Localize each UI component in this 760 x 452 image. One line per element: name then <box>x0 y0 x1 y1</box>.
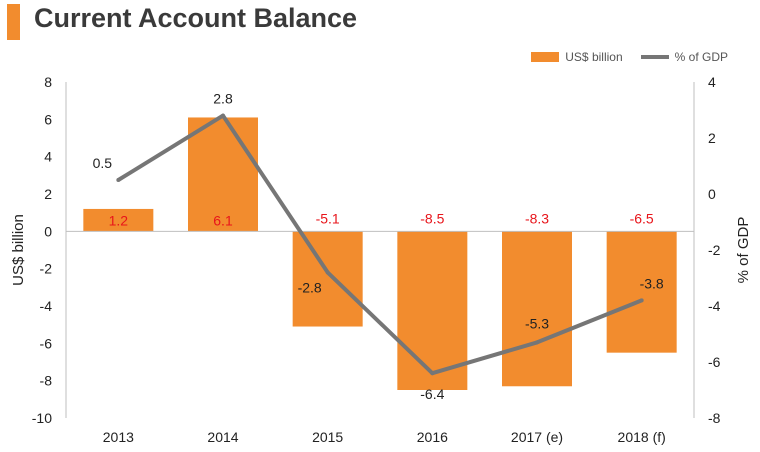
gdp-value-label: 2.8 <box>213 91 233 107</box>
gdp-point <box>430 371 435 376</box>
y2-tick-label: 0 <box>708 186 716 202</box>
y-tick-label: 0 <box>44 223 52 239</box>
x-tick-label: 2014 <box>207 429 238 445</box>
legend-item-line: % of GDP <box>640 50 728 64</box>
gdp-value-label: -3.8 <box>640 275 664 291</box>
y-axis-title: US$ billion <box>10 214 27 286</box>
gdp-value-label: 0.5 <box>93 155 113 171</box>
bar <box>606 231 677 353</box>
bar <box>83 208 154 232</box>
gdp-point <box>221 113 225 118</box>
y-tick-label: -4 <box>40 298 53 314</box>
y2-tick-label: -8 <box>708 410 721 426</box>
y-tick-label: -6 <box>40 335 53 351</box>
bar <box>292 231 363 327</box>
gdp-point <box>325 270 330 275</box>
gdp-point <box>639 298 644 303</box>
legend-item-bar: US$ billion <box>531 50 623 64</box>
chart-title: Current Account Balance <box>34 3 358 33</box>
gdp-value-label: -5.3 <box>525 315 549 331</box>
bar-value-label: 1.2 <box>109 212 129 228</box>
x-tick-label: 2013 <box>103 429 134 445</box>
title-accent-bar <box>7 4 20 40</box>
y2-axis-title: % of GDP <box>735 217 752 284</box>
bar <box>502 231 572 387</box>
y2-tick-label: -2 <box>708 242 721 258</box>
bar-value-label: -8.5 <box>420 210 444 226</box>
chart-legend: US$ billion % of GDP <box>531 49 728 65</box>
bar-value-label: 6.1 <box>213 212 233 228</box>
y2-tick-label: -4 <box>708 298 721 314</box>
legend-line-swatch <box>640 55 669 59</box>
gdp-value-label: -6.4 <box>420 386 444 402</box>
bar-value-label: -6.5 <box>630 210 654 226</box>
gdp-point <box>116 178 121 182</box>
y2-tick-label: -6 <box>708 354 721 370</box>
y-tick-label: -10 <box>32 410 52 426</box>
x-tick-label: 2015 <box>312 429 343 445</box>
x-tick-label: 2017 (e) <box>511 429 563 445</box>
gdp-line <box>117 113 643 376</box>
x-tick-label: 2018 (f) <box>618 429 666 445</box>
legend-bar-label: US$ billion <box>565 50 623 64</box>
y-tick-label: 6 <box>44 111 52 127</box>
y2-tick-label: 2 <box>708 130 716 146</box>
gdp-value-label: -2.8 <box>298 279 322 295</box>
bar-value-label: -8.3 <box>525 210 549 226</box>
gdp-point <box>535 340 539 345</box>
y-tick-label: 4 <box>44 149 52 165</box>
legend-bar-swatch <box>531 52 560 62</box>
y-tick-label: -8 <box>40 373 53 389</box>
x-tick-label: 2016 <box>417 429 448 445</box>
bar <box>188 117 258 232</box>
bar-value-label: -5.1 <box>316 210 340 226</box>
y-tick-label: 2 <box>44 186 52 202</box>
legend-line-label: % of GDP <box>674 50 728 64</box>
bar <box>397 231 468 390</box>
y-tick-label: -2 <box>40 261 53 277</box>
y2-tick-label: 4 <box>708 74 716 90</box>
y-tick-label: 8 <box>44 74 52 90</box>
